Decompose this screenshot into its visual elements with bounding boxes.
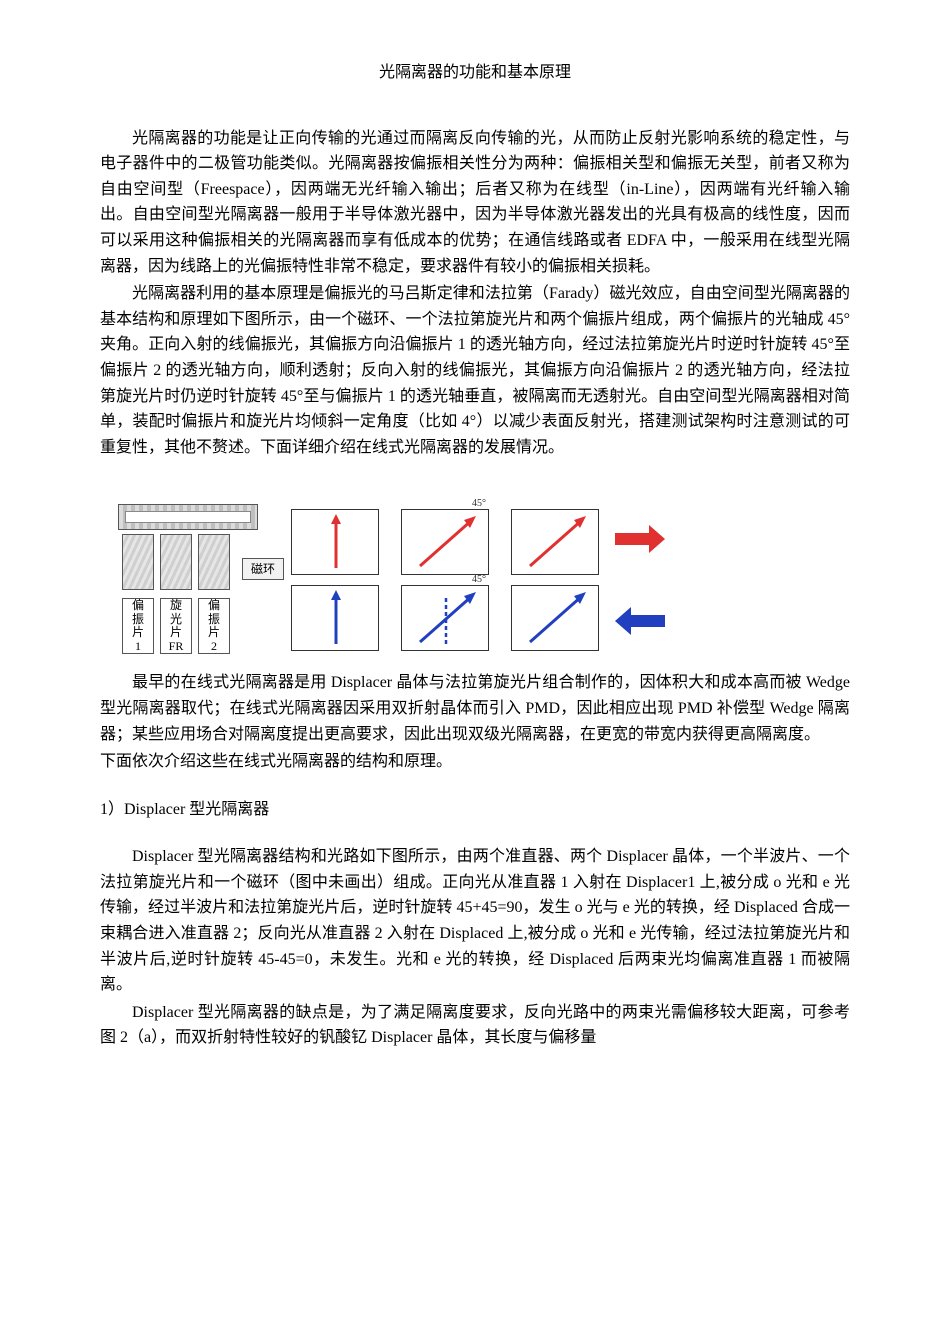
forward-arrow-icon — [615, 525, 665, 553]
paragraph-displacer-2: Displacer 型光隔离器的缺点是，为了满足隔离度要求，反向光路中的两束光需… — [100, 1000, 850, 1051]
vector-cell-3 — [500, 505, 610, 655]
paragraph-history: 最早的在线式光隔离器是用 Displacer 晶体与法拉第旋光片组合制作的，因体… — [100, 670, 850, 747]
vec-box-bot-1 — [291, 585, 379, 651]
label-pol2: 偏振片2 — [198, 598, 230, 654]
paragraph-intro-2: 光隔离器利用的基本原理是偏振光的马吕斯定律和法拉第（Farady）磁光效应，自由… — [100, 281, 850, 460]
slab-pol1 — [122, 534, 154, 590]
vector-cell-1 — [280, 505, 390, 655]
optical-slabs — [122, 534, 230, 590]
label-fr: 旋光片FR — [160, 598, 192, 654]
magnet-ring-icon — [118, 504, 258, 530]
vector-cell-2: 45° 45° — [390, 505, 500, 655]
vec-box-top-2: 45° — [401, 509, 489, 575]
section-heading-1: 1）Displacer 型光隔离器 — [100, 797, 850, 823]
angle-label-top: 45° — [472, 496, 486, 512]
device-schematic: 磁环 偏振片1 旋光片FR 偏振片2 — [100, 500, 280, 660]
vec-box-top-3 — [511, 509, 599, 575]
isolator-diagram: 磁环 偏振片1 旋光片FR 偏振片2 45° 45° — [100, 500, 850, 660]
page-title: 光隔离器的功能和基本原理 — [100, 60, 850, 86]
vec-box-top-1 — [291, 509, 379, 575]
label-pol1: 偏振片1 — [122, 598, 154, 654]
angle-label-bot: 45° — [472, 572, 486, 588]
paragraph-displacer-1: Displacer 型光隔离器结构和光路如下图所示，由两个准直器、两个 Disp… — [100, 844, 850, 998]
vec-box-bot-3 — [511, 585, 599, 651]
backward-arrow-icon — [615, 607, 665, 635]
magnet-label: 磁环 — [242, 558, 284, 580]
direction-arrows — [610, 505, 670, 655]
vec-box-bot-2: 45° — [401, 585, 489, 651]
paragraph-intro-1: 光隔离器的功能是让正向传输的光通过而隔离反向传输的光，从而防止反射光影响系统的稳… — [100, 126, 850, 280]
slab-pol2 — [198, 534, 230, 590]
paragraph-follows: 下面依次介绍这些在线式光隔离器的结构和原理。 — [100, 749, 850, 775]
slab-fr — [160, 534, 192, 590]
